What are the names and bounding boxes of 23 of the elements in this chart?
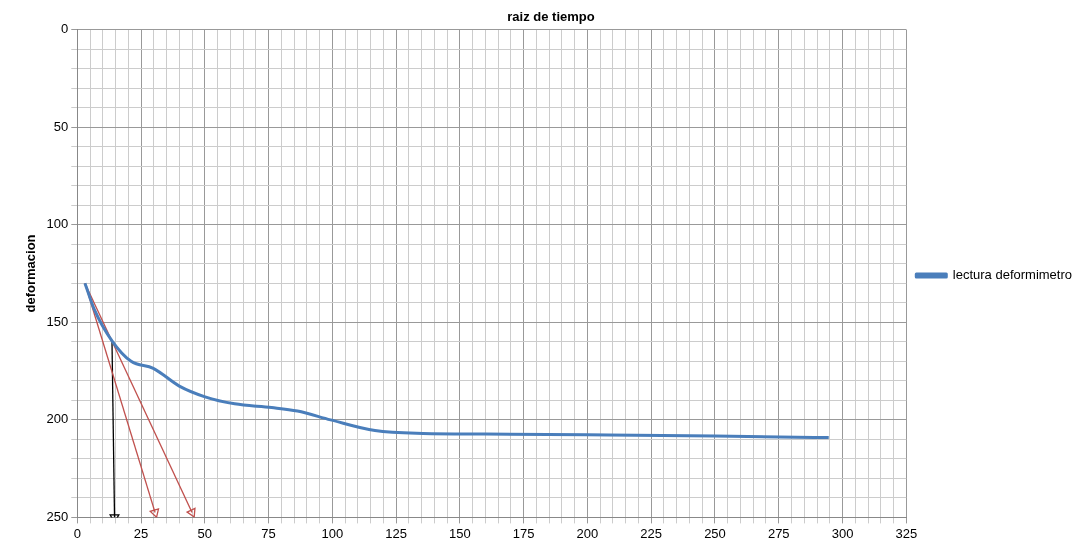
x-tick-label: 275 bbox=[767, 525, 790, 541]
x-tick-label: 175 bbox=[512, 525, 535, 541]
y-axis-title: deformacion bbox=[23, 234, 39, 313]
x-tick-label: 300 bbox=[831, 525, 854, 541]
x-tick-label: 100 bbox=[321, 525, 344, 541]
y-tick-label: 150 bbox=[46, 313, 69, 329]
chart-title: raiz de tiempo bbox=[507, 9, 595, 25]
y-tick-label: 200 bbox=[46, 411, 69, 427]
x-tick-label: 0 bbox=[73, 525, 81, 541]
x-tick-label: 150 bbox=[449, 525, 471, 541]
y-tick-label: 0 bbox=[61, 21, 69, 37]
y-tick-label: 50 bbox=[53, 118, 69, 134]
x-tick-label: 75 bbox=[261, 525, 276, 541]
x-tick-label: 125 bbox=[385, 525, 407, 541]
legend-label: lectura deformimetro bbox=[952, 267, 1073, 283]
y-tick-label: 100 bbox=[46, 216, 69, 232]
x-tick-label: 200 bbox=[576, 525, 599, 541]
x-tick-label: 325 bbox=[895, 525, 918, 541]
x-tick-label: 50 bbox=[197, 525, 213, 541]
x-tick-label: 225 bbox=[640, 525, 663, 541]
x-tick-label: 250 bbox=[704, 525, 726, 541]
x-tick-label: 25 bbox=[133, 525, 149, 541]
y-tick-label: 250 bbox=[46, 508, 69, 524]
